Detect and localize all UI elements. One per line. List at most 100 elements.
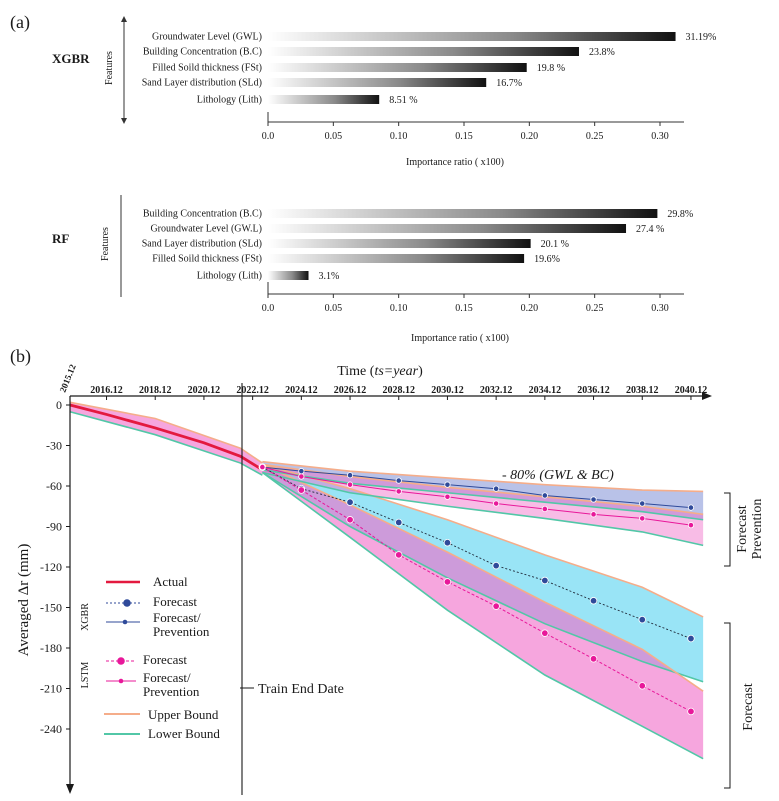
data-point bbox=[492, 561, 500, 570]
data-point bbox=[297, 486, 306, 494]
data-point bbox=[443, 539, 452, 547]
data-point bbox=[639, 515, 646, 522]
series-line bbox=[262, 466, 692, 712]
legend-lstm-prevention-label: Forecast/Prevention bbox=[143, 670, 200, 699]
value-label: 23.8% bbox=[589, 47, 615, 58]
x-tick-label: 0.20 bbox=[521, 131, 539, 142]
y-tick-label: 0 bbox=[56, 398, 62, 412]
value-label: 19.8 % bbox=[537, 63, 565, 74]
bracket-forecast-label: Forecast bbox=[741, 683, 756, 731]
importance-bar bbox=[268, 271, 309, 280]
y-tick-label: -150 bbox=[40, 601, 62, 615]
time-axis-title: Time (ts=year) bbox=[337, 364, 423, 379]
data-point bbox=[493, 485, 500, 492]
data-point bbox=[541, 492, 548, 499]
x-tick-label: 0.15 bbox=[455, 131, 473, 142]
legend: Actual XGBR Forecast Forecast/Prevention… bbox=[80, 574, 220, 741]
importance-bar bbox=[268, 63, 527, 72]
value-label: 16.7% bbox=[496, 78, 522, 89]
xgbr-importance-chart: XGBR Features Groundwater Level (GWL) 31.… bbox=[52, 16, 716, 168]
data-point bbox=[492, 602, 500, 610]
data-point bbox=[346, 472, 354, 479]
data-point bbox=[395, 551, 403, 559]
value-label: 3.1% bbox=[319, 271, 340, 282]
importance-bar bbox=[268, 209, 658, 218]
panel-a-label: (a) bbox=[10, 12, 30, 33]
data-point bbox=[444, 493, 451, 500]
y-tick-label: -60 bbox=[46, 479, 62, 493]
data-point bbox=[589, 597, 598, 605]
prevention-annotation: - 80% (GWL & BC) bbox=[502, 468, 614, 483]
series-line bbox=[69, 403, 264, 471]
rf-features-label: Features bbox=[100, 227, 111, 261]
data-point bbox=[687, 634, 695, 643]
value-label: 31.19% bbox=[686, 32, 717, 43]
x-tick-label: 2032.12 bbox=[480, 385, 513, 396]
data-point bbox=[395, 488, 402, 495]
x-tick-label: 0.25 bbox=[586, 303, 604, 314]
legend-actual-label: Actual bbox=[153, 574, 188, 589]
data-point bbox=[541, 505, 548, 513]
value-label: 19.6% bbox=[534, 254, 560, 265]
data-point bbox=[298, 468, 305, 475]
value-label: 20.1 % bbox=[541, 239, 569, 250]
upper-bound-line bbox=[262, 463, 704, 618]
data-point bbox=[346, 481, 354, 488]
series-line bbox=[262, 466, 692, 526]
legend-xgbr-group: XGBR bbox=[80, 603, 91, 631]
x-tick-label: 0.30 bbox=[651, 131, 669, 142]
feature-label: Filled Soild thickness (FSt) bbox=[152, 254, 262, 265]
legend-xgbr-prevention-marker bbox=[122, 619, 128, 625]
series-line bbox=[262, 466, 691, 509]
x-tick-label: 2018.12 bbox=[139, 385, 172, 396]
x-tick-label: 0.05 bbox=[325, 131, 343, 142]
legend-lstm-forecast-label: Forecast bbox=[143, 652, 187, 667]
legend-xgbr-prevention-label: Forecast/Prevention bbox=[153, 610, 210, 639]
lower-bound-line bbox=[261, 471, 704, 683]
data-point bbox=[395, 477, 402, 484]
rf-model-label: RF bbox=[52, 231, 69, 246]
data-point bbox=[589, 655, 598, 663]
feature-label: Filled Soild thickness (FSt) bbox=[152, 63, 262, 74]
data-point bbox=[687, 504, 695, 511]
x-tick-label: 2036.12 bbox=[577, 385, 610, 396]
x-axis-arrow-icon bbox=[702, 392, 712, 400]
prevention-bracket bbox=[724, 492, 731, 567]
confidence-band bbox=[70, 402, 263, 476]
xgbr-axis-arrow-down-icon bbox=[121, 118, 127, 124]
data-point bbox=[259, 463, 266, 471]
rf-importance-chart: RF Features Building Concentration (B.C)… bbox=[52, 195, 693, 344]
legend-xgbr-forecast-marker bbox=[123, 599, 131, 607]
feature-label: Lithology (Lith) bbox=[197, 271, 262, 282]
upper-bound-line bbox=[262, 463, 704, 516]
x-tick-label: 0.30 bbox=[651, 303, 669, 314]
x-tick-label: 2028.12 bbox=[382, 385, 415, 396]
legend-lstm-group: LSTM bbox=[80, 662, 91, 689]
upper-bound-line bbox=[262, 463, 704, 692]
data-point bbox=[639, 500, 646, 507]
data-point bbox=[590, 496, 597, 503]
feature-label: Groundwater Level (GWL) bbox=[152, 32, 262, 43]
x-tick-label: 0.0 bbox=[262, 303, 275, 314]
y-tick-label: -180 bbox=[40, 641, 62, 655]
importance-bar bbox=[268, 78, 487, 87]
confidence-band bbox=[262, 464, 704, 546]
legend-lower-label: Lower Bound bbox=[148, 726, 220, 741]
legend-lstm-forecast-marker bbox=[117, 657, 125, 665]
y-tick-label: -90 bbox=[46, 520, 62, 534]
xgbr-x-axis-title: Importance ratio ( x100) bbox=[406, 157, 504, 168]
data-point bbox=[541, 629, 549, 637]
forecast-bracket bbox=[724, 622, 731, 789]
x-tick-label: 0.10 bbox=[390, 303, 408, 314]
importance-bar bbox=[268, 254, 525, 263]
y-axis-arrow-icon bbox=[66, 784, 74, 794]
xgbr-features-label: Features bbox=[104, 51, 115, 85]
x-tick-label: 0.25 bbox=[586, 131, 604, 142]
legend-lstm-prevention-marker bbox=[118, 678, 124, 684]
legend-upper-label: Upper Bound bbox=[148, 707, 219, 722]
data-point bbox=[541, 576, 549, 585]
x-tick-label: 2030.12 bbox=[431, 385, 464, 396]
feature-label: Building Concentration (B.C) bbox=[143, 47, 262, 58]
upper-bound-line bbox=[262, 460, 704, 493]
